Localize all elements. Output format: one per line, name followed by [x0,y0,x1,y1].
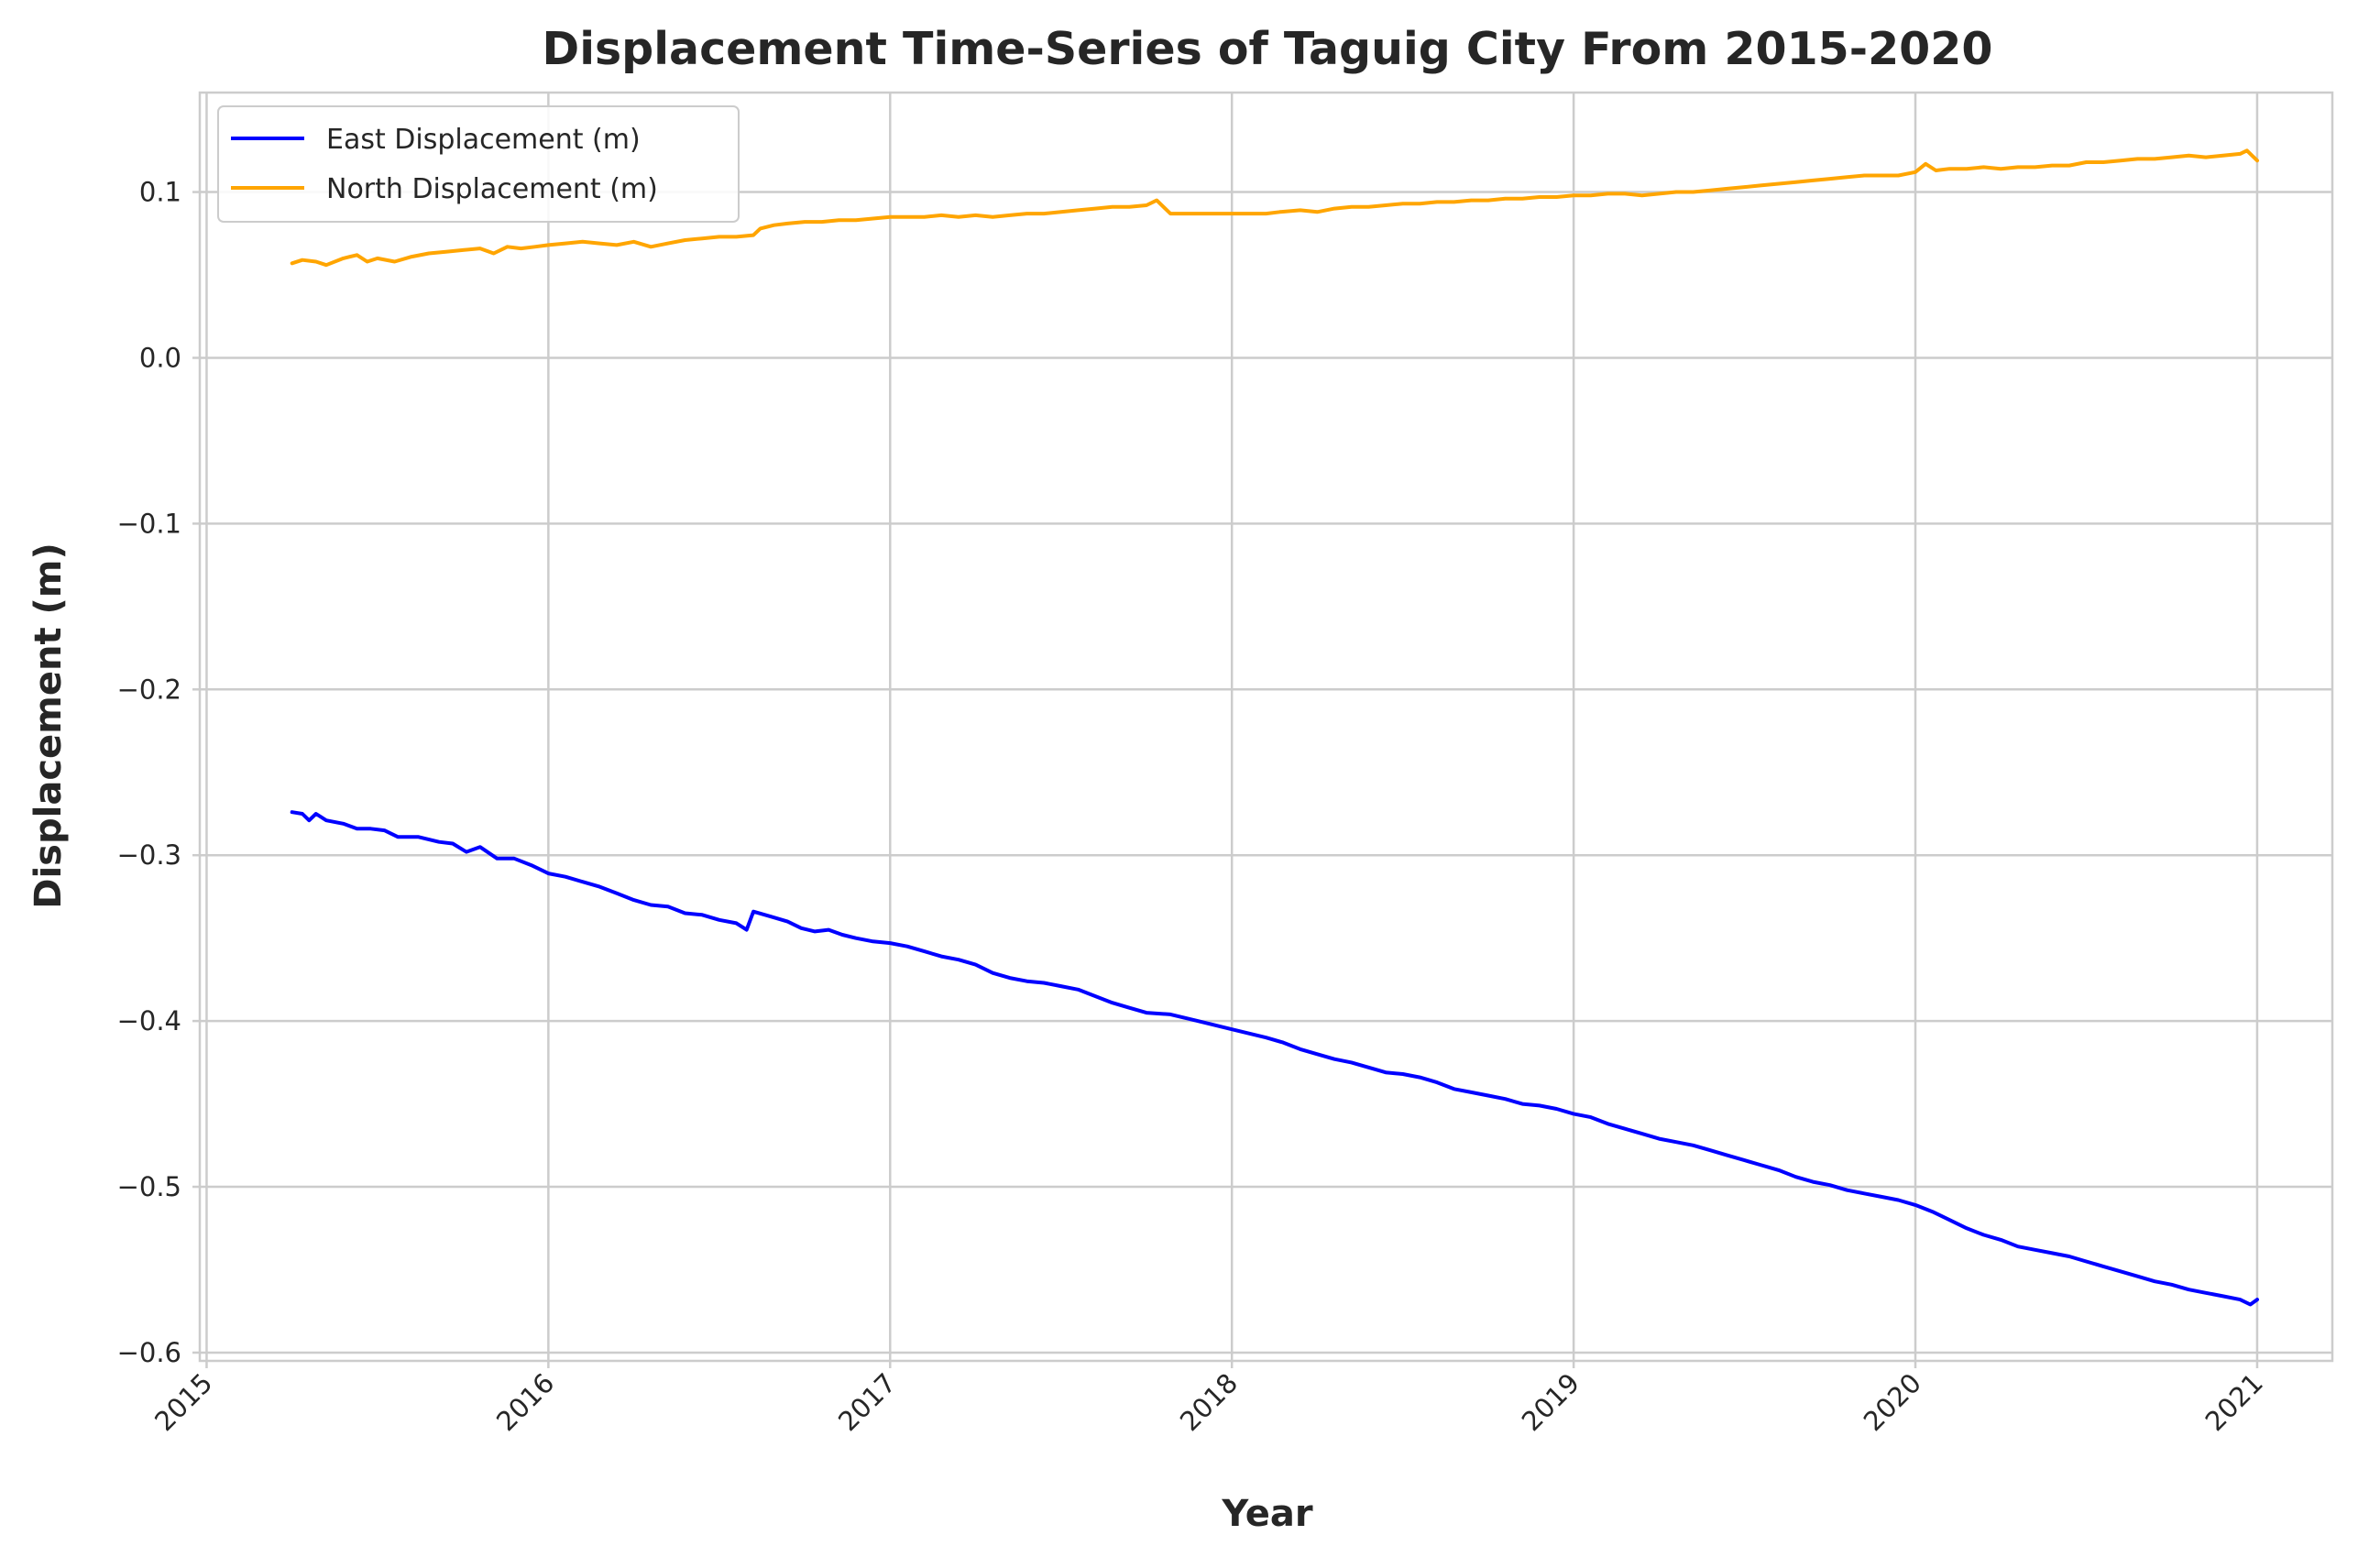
chart-title: Displacement Time-Series of Taguig City … [543,23,1993,75]
y-tick-label: −0.3 [117,839,181,871]
east-displacement-line [290,810,2259,1307]
y-tick-label: −0.1 [117,508,181,539]
y-tick-labels: 0.1 0.0 −0.1 −0.2 −0.3 −0.4 −0.5 −0.6 [117,177,181,1368]
legend: East Displacement (m) North Displacement… [217,105,740,223]
series-lines [290,148,2259,1307]
y-tick-label: −0.2 [117,674,181,705]
north-displacement-line [290,148,2259,268]
y-tick-label: −0.6 [117,1337,181,1368]
y-tick-label: 0.1 [139,177,181,208]
plot-background [200,93,2332,1361]
plot-frame [198,91,2334,1363]
y-tick-label: −0.5 [117,1171,181,1202]
legend-label-north: North Displacement (m) [326,173,658,205]
legend-label-east: East Displacement (m) [326,124,641,156]
legend-box [217,105,740,223]
y-tick-label: 0.0 [139,342,181,373]
tick-marks [192,191,2259,1368]
x-axis-label: Year [1221,1493,1312,1535]
y-tick-label: −0.4 [117,1005,181,1036]
y-axis-label: Displacement (m) [27,543,70,908]
